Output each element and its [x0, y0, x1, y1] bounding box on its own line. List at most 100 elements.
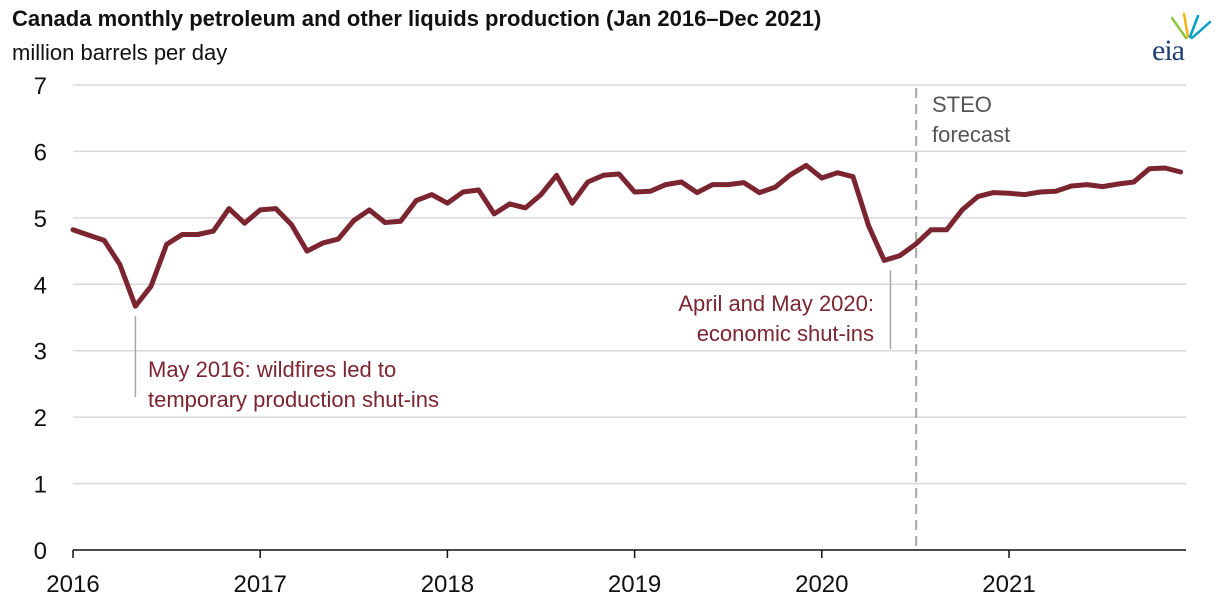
data-point-58 [975, 194, 980, 199]
data-point-23 [429, 192, 434, 197]
data-point-61 [1022, 192, 1027, 197]
data-point-24 [445, 201, 450, 206]
data-point-34 [601, 173, 606, 178]
data-point-2 [102, 238, 107, 243]
eia-logo: eia [1152, 12, 1216, 68]
data-point-52 [882, 258, 887, 263]
forecast-label-line2: forecast [932, 122, 1010, 147]
annotations: May 2016: wildfires led to temporary pro… [134, 92, 1010, 412]
data-point-56 [944, 227, 949, 233]
data-point-6 [164, 242, 169, 247]
chart-subtitle-units: million barrels per day [12, 40, 228, 65]
shutin-annotation-line2: economic shut-ins [697, 321, 874, 346]
data-point-48 [819, 175, 824, 181]
x-tick-label-2016: 2016 [46, 571, 99, 598]
production-series-line [70, 162, 1184, 309]
x-axis: 2016 2017 2018 2019 2020 2021 [46, 549, 1186, 598]
data-point-46 [788, 172, 793, 177]
data-point-14 [289, 222, 294, 227]
y-tick-label-7: 7 [34, 73, 47, 100]
y-tick-label-6: 6 [34, 139, 47, 166]
data-point-15 [304, 248, 310, 254]
data-point-3 [117, 262, 123, 267]
data-point-64 [1069, 183, 1074, 189]
data-point-62 [1038, 189, 1043, 195]
data-point-45 [772, 185, 778, 190]
data-point-35 [616, 171, 622, 177]
data-point-4 [133, 304, 138, 309]
y-tick-label-2: 2 [34, 405, 47, 432]
data-point-49 [835, 170, 840, 175]
wildfire-annotation-line2: temporary production shut-ins [148, 387, 439, 412]
data-point-66 [1100, 184, 1105, 189]
y-axis: 0 1 2 3 4 5 6 7 [34, 73, 47, 565]
data-point-51 [866, 223, 871, 229]
wildfire-annotation-line1: May 2016: wildfires led to [148, 357, 396, 382]
data-point-0 [70, 227, 76, 233]
series-layer [70, 162, 1184, 309]
data-point-70 [1162, 165, 1168, 171]
data-point-27 [492, 211, 497, 217]
x-tick-label-2021: 2021 [982, 571, 1035, 598]
x-tick-label-2020: 2020 [795, 571, 848, 598]
chart-title: Canada monthly petroleum and other liqui… [12, 6, 822, 31]
data-point-22 [414, 198, 419, 203]
eia-logo-text: eia [1152, 34, 1185, 67]
data-point-40 [694, 190, 700, 195]
data-point-47 [804, 163, 809, 168]
y-tick-label-4: 4 [34, 272, 47, 299]
data-point-26 [476, 187, 481, 193]
x-tick-label-2017: 2017 [234, 571, 287, 598]
data-point-69 [1147, 166, 1152, 171]
y-tick-label-0: 0 [34, 538, 47, 565]
data-point-17 [336, 236, 341, 242]
x-tick-label-2018: 2018 [421, 571, 474, 598]
data-point-21 [398, 218, 403, 224]
data-point-53 [897, 253, 902, 258]
forecast-label-line1: STEO [932, 92, 992, 117]
data-point-16 [320, 240, 325, 246]
data-point-30 [538, 192, 544, 197]
data-point-10 [226, 206, 232, 211]
data-point-55 [928, 227, 934, 233]
data-point-36 [632, 189, 637, 195]
data-point-50 [850, 174, 856, 179]
eia-logo-rays-icon [1170, 12, 1212, 40]
data-point-54 [913, 242, 918, 247]
data-point-41 [710, 182, 715, 187]
data-point-65 [1084, 182, 1090, 187]
data-point-18 [351, 218, 356, 223]
data-point-63 [1053, 189, 1059, 194]
data-point-12 [258, 207, 263, 213]
gridlines [73, 84, 1186, 485]
data-point-71 [1178, 169, 1183, 175]
y-tick-label-3: 3 [34, 339, 47, 366]
data-point-9 [211, 228, 216, 234]
data-point-28 [507, 201, 512, 207]
y-tick-label-1: 1 [34, 472, 47, 499]
data-point-44 [757, 190, 762, 195]
data-point-42 [726, 182, 731, 187]
data-point-39 [679, 179, 684, 185]
data-point-57 [960, 207, 965, 213]
x-tick-label-2019: 2019 [608, 571, 661, 598]
data-point-29 [523, 205, 528, 211]
data-point-20 [382, 220, 388, 225]
data-point-38 [663, 182, 668, 187]
data-point-33 [585, 179, 590, 185]
data-point-5 [148, 284, 154, 289]
data-point-8 [195, 232, 200, 237]
data-point-43 [741, 180, 746, 185]
data-point-1 [86, 232, 91, 238]
data-point-19 [367, 207, 372, 213]
data-point-59 [991, 190, 996, 195]
data-point-60 [1006, 191, 1012, 196]
data-point-25 [460, 189, 466, 195]
y-tick-label-5: 5 [34, 206, 47, 233]
data-point-31 [554, 173, 559, 178]
data-point-37 [648, 189, 653, 194]
data-point-13 [273, 206, 278, 211]
shutin-annotation-line1: April and May 2020: [678, 291, 874, 316]
data-point-67 [1116, 181, 1121, 187]
